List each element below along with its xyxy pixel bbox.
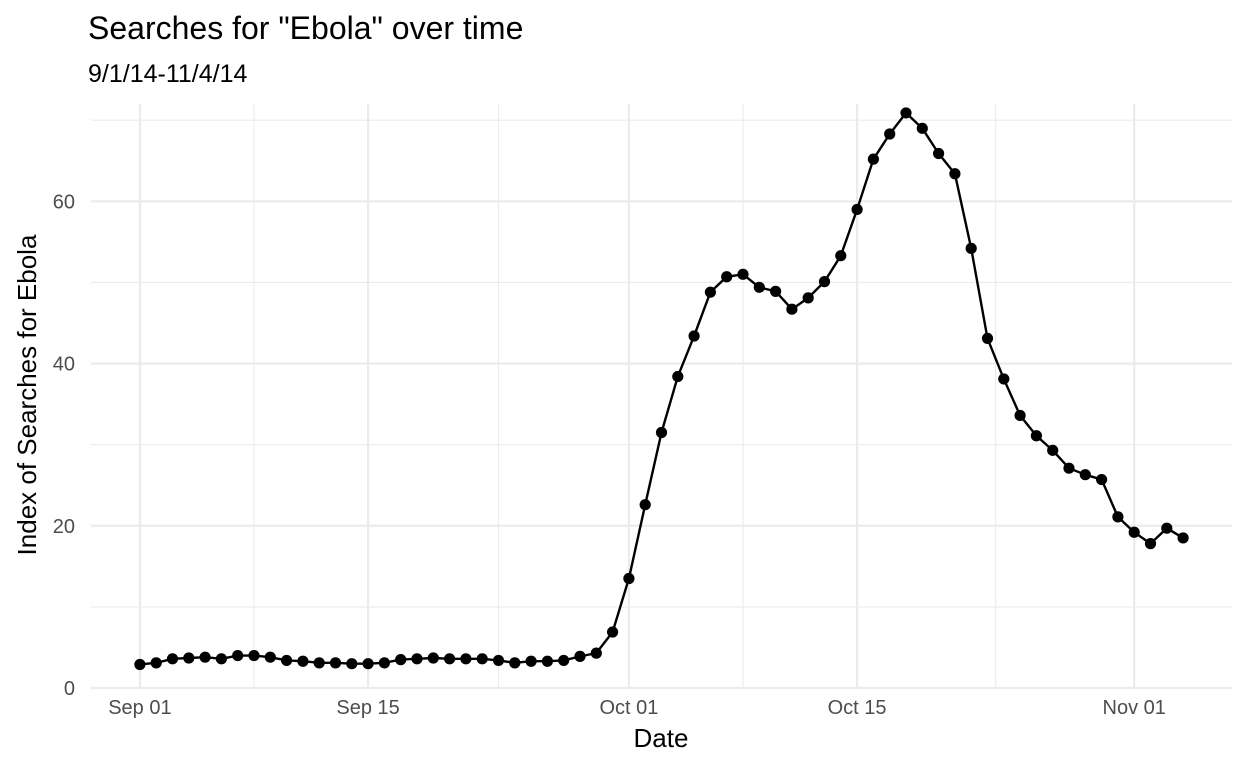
data-point [264, 651, 276, 663]
x-tick-label: Sep 15 [336, 697, 399, 719]
data-point [981, 332, 994, 345]
data-point [867, 153, 880, 165]
data-point [558, 654, 570, 667]
data-point [623, 572, 635, 585]
data-point [590, 647, 602, 659]
data-point [998, 373, 1010, 385]
data-point [818, 276, 831, 288]
data-point [949, 168, 961, 180]
data-point [704, 286, 717, 298]
data-point [688, 330, 700, 342]
data-point [248, 649, 260, 662]
data-point [492, 654, 505, 667]
data-point [215, 653, 227, 665]
data-point [427, 652, 439, 664]
data-point [1128, 526, 1140, 538]
data-point [786, 303, 798, 315]
data-point [1079, 469, 1091, 481]
series [134, 107, 1189, 671]
x-tick-label: Nov 01 [1103, 697, 1166, 719]
gridlines [91, 104, 1232, 690]
chart-title: Searches for "Ebola" over time [88, 10, 523, 46]
data-point [1030, 430, 1042, 442]
data-point [232, 649, 244, 662]
x-tick-label: Oct 15 [828, 697, 887, 719]
data-point [1112, 511, 1124, 523]
data-point [1047, 444, 1059, 456]
data-point [737, 268, 749, 280]
data-point [753, 281, 765, 293]
data-point [639, 499, 651, 511]
data-point [166, 653, 179, 665]
x-tick-label: Sep 01 [108, 697, 171, 719]
data-point [476, 653, 488, 665]
data-point [965, 242, 977, 254]
data-point [770, 285, 782, 297]
data-point [297, 655, 309, 667]
x-axis: Sep 01 Sep 15 Oct 01 Oct 15 Nov 01 [108, 697, 1166, 719]
data-point [411, 653, 423, 665]
data-point [1161, 522, 1173, 534]
series-line [139, 111, 1184, 666]
data-point [460, 653, 472, 665]
data-point [281, 654, 293, 667]
x-axis-title: Date [634, 723, 689, 753]
data-point [525, 655, 537, 667]
data-point [1014, 409, 1026, 422]
data-point [655, 426, 668, 439]
data-point [1144, 538, 1157, 550]
data-point [444, 653, 456, 665]
data-point [835, 250, 847, 262]
data-point [1096, 473, 1108, 486]
data-point [509, 657, 521, 669]
y-tick-label: 0 [64, 678, 75, 700]
data-point [378, 657, 390, 669]
data-point [362, 658, 374, 670]
data-point [607, 626, 619, 638]
x-tick-label: Oct 01 [599, 697, 658, 719]
data-point [884, 128, 896, 140]
data-point [802, 292, 814, 304]
data-point [346, 658, 358, 670]
data-point [933, 147, 945, 160]
data-point [183, 652, 195, 664]
data-point [313, 657, 325, 669]
data-point [900, 107, 912, 119]
data-point [134, 658, 146, 671]
y-tick-label: 40 [53, 354, 75, 376]
y-axis-title: Index of Searches for Ebola [12, 234, 42, 555]
y-tick-label: 60 [53, 191, 75, 213]
data-point [672, 370, 684, 383]
data-point [329, 657, 342, 669]
data-point [150, 657, 162, 669]
data-point [721, 271, 733, 283]
data-point [1063, 462, 1075, 474]
data-point [199, 651, 211, 663]
data-point [574, 650, 586, 662]
data-point [1177, 532, 1189, 544]
data-point [395, 654, 407, 666]
data-point [851, 203, 863, 216]
y-tick-label: 20 [53, 516, 75, 538]
data-point [916, 122, 928, 134]
y-axis: 0 20 40 60 [53, 191, 75, 700]
data-point [541, 655, 554, 667]
chart-subtitle: 9/1/14-11/4/14 [88, 60, 247, 88]
